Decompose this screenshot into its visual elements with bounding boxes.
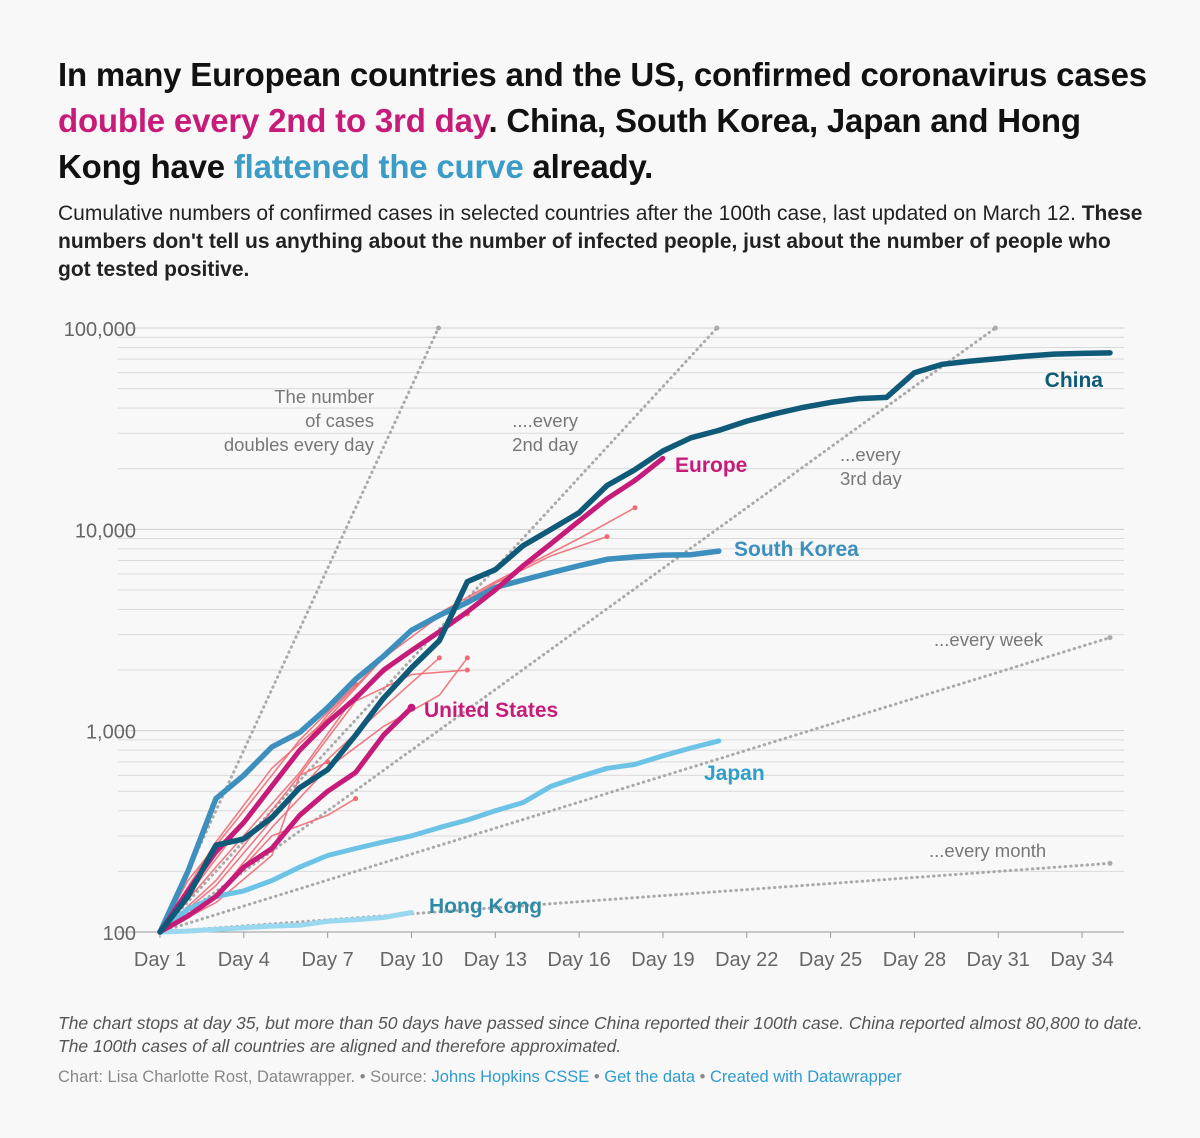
annotation-every-week: ...every week [934, 629, 1044, 650]
chart-header: In many European countries and the US, c… [58, 52, 1148, 284]
chart-note: The chart stops at day 35, but more than… [58, 1013, 1143, 1056]
series-label-united-states: United States [424, 699, 558, 722]
y-tick-label: 10,000 [75, 520, 136, 542]
minor-country-end-point [353, 796, 359, 802]
minor-country-end-point [464, 667, 470, 673]
reference-line-end [714, 325, 720, 331]
annotation-doubles-every-day: The number [274, 386, 374, 407]
series-label-hong-kong: Hong Kong [429, 895, 542, 918]
chart-area: 100 1,000 10,000 100,000 Day 1 Day 4 Day 7 Day … [0, 300, 1200, 990]
x-tick-label: Day 19 [631, 949, 694, 971]
reference-line [158, 326, 997, 934]
chart-footer: Chart: Lisa Charlotte Rost, Datawrapper.… [58, 1068, 1148, 1087]
minor-country-end-point [464, 655, 470, 661]
x-tick-label: Day 10 [380, 949, 443, 971]
line-chart: 100 1,000 10,000 100,000 Day 1 Day 4 Day 7 Day … [64, 319, 1124, 971]
reference-line-end [1107, 860, 1113, 866]
minor-country-line [159, 657, 469, 933]
annotation-every-3rd-day: 3rd day [840, 468, 902, 489]
x-tick-label: Day 4 [218, 949, 270, 971]
chart-title: In many European countries and the US, c… [58, 52, 1148, 190]
reference-line-end [992, 325, 998, 331]
subtitle-text: Cumulative numbers of confirmed cases in… [58, 202, 1082, 225]
reference-line [158, 861, 1112, 934]
series-line-united-states [157, 705, 414, 935]
title-text: In many European countries and the US, c… [58, 56, 1147, 93]
y-tick-label: 100 [103, 923, 136, 945]
x-tick-label: Day 28 [883, 949, 946, 971]
series-label-europe: Europe [675, 454, 747, 477]
series-label-china: China [1045, 369, 1104, 392]
series-line-china [157, 350, 1113, 935]
reference-line [158, 326, 440, 934]
y-tick-label: 1,000 [86, 722, 136, 744]
minor-country-end-point [325, 759, 331, 765]
series-line-hong-kong [157, 910, 414, 935]
x-tick-label: Day 25 [799, 949, 862, 971]
minor-country-line [159, 657, 440, 933]
series-label-japan: Japan [704, 762, 765, 785]
series-label-south-korea: South Korea [734, 538, 859, 561]
x-tick-label: Day 22 [715, 949, 778, 971]
chart-subtitle: Cumulative numbers of confirmed cases in… [58, 200, 1148, 284]
annotation-doubles-every-day: of cases [305, 410, 374, 431]
minor-country-end-point [436, 655, 442, 661]
title-highlight-flattened: flattened the curve [233, 148, 524, 185]
y-tick-label: 100,000 [64, 319, 136, 341]
reference-line-end [435, 325, 441, 331]
series-line-europe [157, 455, 666, 935]
subtitle-bold-text: These numbers don't tell us anything abo… [58, 202, 1143, 281]
series-end-point-united-states [407, 703, 416, 712]
title-text: already. [523, 148, 654, 185]
x-tick-label: Day 13 [464, 949, 527, 971]
minor-country-line [159, 669, 468, 933]
source-link[interactable]: Johns Hopkins CSSE [431, 1068, 590, 1086]
annotation-every-3rd-day: ...every [840, 444, 901, 465]
chart-credit: Chart: Lisa Charlotte Rost, Datawrapper.… [58, 1068, 432, 1086]
series-line-south-korea [157, 548, 722, 935]
x-tick-label: Day 16 [547, 949, 610, 971]
footer-separator: • [695, 1068, 711, 1086]
x-tick-label: Day 34 [1050, 949, 1113, 971]
reference-line [158, 636, 1112, 934]
minor-country-end-point [604, 534, 610, 540]
title-highlight-doubling: double every 2nd to 3rd day [58, 102, 489, 139]
datawrapper-link[interactable]: Created with Datawrapper [710, 1068, 902, 1086]
footer-separator: • [589, 1068, 605, 1086]
reference-line-end [1107, 635, 1113, 641]
annotation-every-2nd-day: ....every [512, 410, 579, 431]
title-text: . China, South Korea, Japan and Hong Kon… [58, 102, 1081, 185]
annotation-every-2nd-day: 2nd day [512, 434, 579, 455]
annotation-doubles-every-day: doubles every day [224, 434, 375, 455]
minor-country-end-point [632, 505, 638, 511]
get-data-link[interactable]: Get the data [604, 1068, 696, 1086]
x-tick-label: Day 1 [134, 949, 186, 971]
x-tick-label: Day 31 [967, 949, 1030, 971]
annotation-every-month: ...every month [929, 840, 1046, 861]
series-line-japan [157, 738, 722, 935]
x-tick-label: Day 7 [302, 949, 354, 971]
